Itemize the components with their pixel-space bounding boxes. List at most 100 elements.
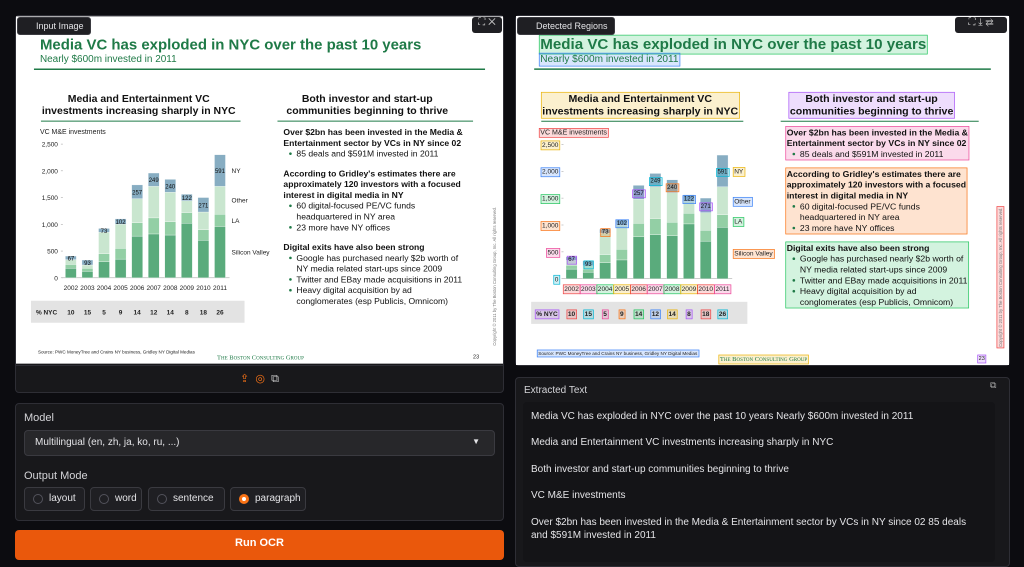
text-region: 2010	[698, 286, 713, 293]
text-region: 67	[68, 256, 75, 262]
data-label: 102	[617, 221, 628, 227]
text-region: 2006	[631, 286, 646, 293]
text-region: 14	[167, 310, 175, 317]
text-region: 500	[47, 249, 58, 256]
text-region: VC M&E investments	[40, 129, 106, 136]
bar-segment	[716, 186, 729, 215]
bar-segment	[649, 186, 662, 219]
bullet-dot	[792, 226, 796, 230]
text-region: Media VC has exploded in NYC over the pa…	[540, 36, 926, 53]
bar-segment	[98, 261, 110, 278]
bar-segment	[649, 234, 662, 279]
text-region: 2004	[97, 285, 112, 292]
bar-segment	[683, 194, 695, 202]
bar-segment	[81, 268, 94, 272]
model-select[interactable]: Multilingual (en, zh, ja, ko, ru, ...) ▼	[24, 430, 495, 456]
text-region: 18	[200, 310, 208, 317]
pct-value: 5	[102, 310, 106, 317]
bar-segment	[700, 240, 712, 279]
block-heading: approximately 120 investors with a focus…	[787, 180, 966, 190]
bullet-dot	[289, 256, 292, 260]
text-region: 2011	[213, 285, 227, 292]
copy-button[interactable]: ⧉	[990, 380, 997, 390]
text-region: The Boston Consulting Group	[720, 356, 808, 363]
extracted-line: Both investor and start-up communities b…	[531, 464, 789, 475]
x-tick-label: 2004	[598, 286, 613, 293]
slide-title: Media VC has exploded in NYC over the pa…	[40, 36, 421, 53]
region-box	[546, 248, 561, 258]
bullet-text: Heavy digital acquisition by ad	[296, 285, 412, 295]
bullet-text: NY media related start-ups since 2009	[296, 264, 442, 274]
radio-dot	[157, 494, 167, 504]
text-region: 2011	[715, 286, 729, 293]
legend-label: Silicon Valley	[232, 250, 271, 257]
section-heading: investments increasing sharply in NYC	[542, 105, 738, 117]
text-region: 23	[473, 355, 479, 361]
mode-option[interactable]: paragraph	[230, 487, 306, 511]
text-region: 14	[669, 311, 677, 318]
y-tick-label: 1,500	[42, 195, 59, 202]
bar-segment	[65, 268, 77, 278]
bar-segment	[148, 217, 160, 235]
block-heading: Over $2bn has been invested in the Media…	[787, 127, 968, 137]
bar-segment	[181, 200, 193, 213]
region-box	[977, 354, 987, 364]
pct-row	[531, 301, 748, 324]
text-region: 2008	[665, 286, 680, 293]
x-tick-label: 2003	[581, 286, 596, 293]
section-heading: investments increasing sharply in NYC	[42, 106, 236, 117]
bar-segment	[214, 154, 226, 187]
block-heading: Entertainment sector by VCs in NY since …	[787, 138, 967, 148]
y-tick-label: 0	[555, 276, 559, 283]
region-box	[717, 309, 728, 320]
block-heading: According to Gridley's estimates there a…	[787, 169, 961, 179]
block-heading: approximately 120 investors with a focus…	[283, 179, 460, 189]
region-box	[714, 284, 732, 295]
section-heading: communities beginning to thrive	[286, 106, 448, 117]
text-region: 93	[585, 262, 592, 268]
text-region: 18	[702, 311, 710, 318]
mode-option[interactable]: sentence	[148, 487, 225, 511]
mode-option[interactable]: word	[90, 487, 142, 511]
region-box	[540, 91, 740, 119]
text-region: Copyright © 2011 by The Boston Consultin…	[998, 208, 1003, 347]
slide-title: Media VC has exploded in NYC over the pa…	[540, 36, 926, 53]
bullet-dot	[792, 152, 796, 156]
region-box	[718, 354, 809, 365]
region-box	[633, 309, 645, 320]
bar-segment	[632, 185, 645, 200]
text-region: 9	[620, 311, 624, 318]
bar-segment	[700, 212, 712, 231]
bar-segment	[582, 272, 595, 279]
y-tick-label: 0	[54, 275, 58, 282]
section-heading: Both investor and start-up	[805, 93, 938, 105]
bar-segment	[616, 259, 628, 279]
text-region: Media VC has exploded in NYC over the pa…	[40, 36, 421, 53]
bar-segment	[65, 255, 77, 260]
pct-value: 8	[687, 311, 691, 318]
run-button[interactable]: Run OCR	[15, 530, 504, 560]
bar-segment	[114, 224, 127, 249]
pct-value: 12	[150, 310, 158, 317]
y-tick-label: 2,500	[542, 142, 559, 149]
mode-option[interactable]: layout	[24, 487, 85, 511]
text-region: LA	[232, 218, 241, 225]
bullet-text: 85 deals and $591M invested in 2011	[800, 149, 944, 159]
data-label: 249	[650, 179, 661, 185]
region-box	[583, 309, 594, 320]
text-region: 26	[719, 311, 727, 318]
bullet-text: 60 digital-focused PE/VC funds	[296, 201, 415, 211]
text-region: % NYC	[536, 311, 558, 318]
bar-segment	[114, 248, 127, 260]
text-region: 249	[650, 179, 661, 185]
image-toolbar[interactable]: ⇪ ◎ ⧉	[16, 365, 503, 393]
bar-segment	[632, 236, 645, 279]
image-tools[interactable]: ⛶ ✕	[472, 17, 502, 33]
text-region: Digital exits have also been strongGoogl…	[283, 242, 462, 306]
bar-segment	[131, 222, 143, 237]
text-region: 8	[185, 310, 189, 317]
bar-segment	[700, 197, 712, 213]
image-tools[interactable]: ⛶ ⤓ ⇄	[955, 17, 1007, 33]
region-box	[732, 217, 745, 227]
y-tick-label: 2,000	[542, 169, 559, 176]
